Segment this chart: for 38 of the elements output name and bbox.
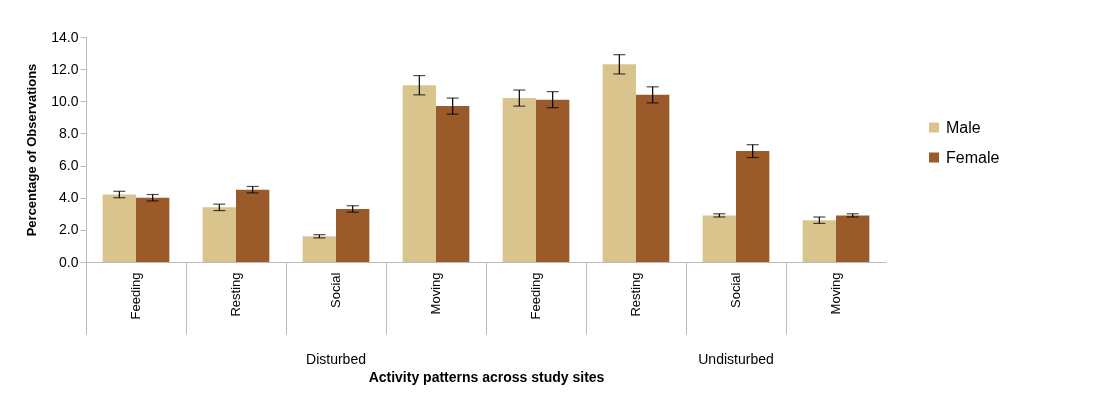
y-tick-label: 8.0 (59, 124, 79, 141)
x-tick-label: Feeding (128, 272, 143, 320)
bar (236, 189, 270, 262)
bar (802, 220, 836, 262)
bar (836, 215, 870, 262)
bar (102, 194, 136, 262)
bar (602, 64, 636, 262)
x-tick-label: Social (728, 272, 743, 308)
bar (136, 197, 170, 262)
x-tick-label: Moving (828, 272, 843, 315)
bar (702, 215, 736, 262)
y-tick-label: 0.0 (59, 253, 79, 270)
y-tick-label: 6.0 (59, 157, 79, 174)
legend-label: Female (946, 148, 1000, 166)
x-tick-label: Social (328, 272, 343, 308)
bar (636, 94, 670, 262)
bar (536, 99, 570, 262)
y-tick-label: 12.0 (51, 60, 79, 77)
y-tick-label: 10.0 (51, 92, 79, 109)
y-tick-label: 2.0 (59, 221, 79, 238)
x-tick-label: Feeding (528, 272, 543, 320)
bar (436, 106, 470, 262)
bar (736, 151, 770, 262)
x-tick-label: Resting (228, 272, 243, 317)
x-tick-label: Resting (628, 272, 643, 317)
bar (336, 208, 370, 262)
x-axis-title: Activity patterns across study sites (368, 369, 605, 385)
legend-label: Male (946, 118, 981, 136)
y-axis-title: Percentage of Observations (24, 63, 40, 237)
text: Disturbed (306, 351, 366, 367)
bar (502, 98, 536, 262)
y-tick-label: 14.0 (51, 28, 79, 45)
bar (302, 236, 336, 262)
x-tick-label: Moving (428, 272, 443, 315)
bar (402, 85, 436, 262)
bar (202, 207, 236, 262)
text: Undisturbed (698, 351, 774, 367)
y-tick-label: 4.0 (59, 189, 79, 206)
